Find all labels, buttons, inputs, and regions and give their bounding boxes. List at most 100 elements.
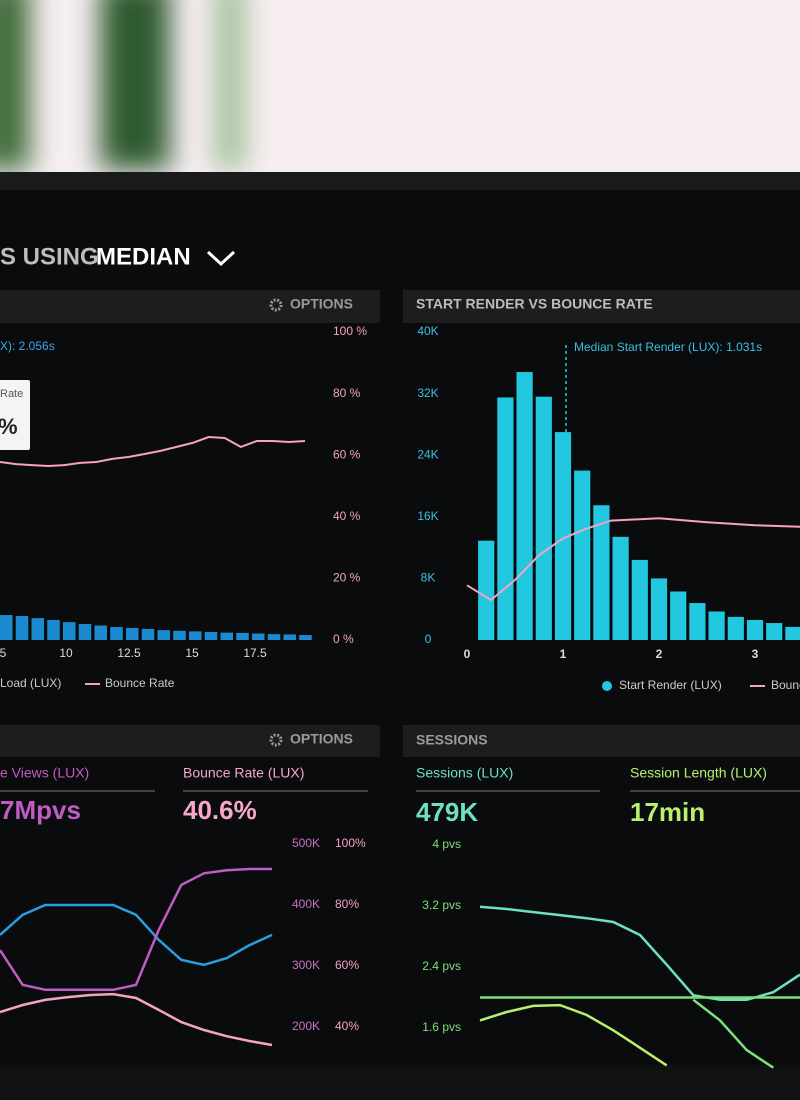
y-tick-label: 8K — [421, 571, 436, 585]
bar — [47, 619, 60, 640]
bar — [78, 623, 92, 640]
histogram-bar — [689, 603, 706, 640]
bar — [0, 615, 13, 640]
x-tick-label: 5 — [0, 646, 7, 660]
bar — [220, 632, 233, 640]
legend-label: Bounce Rate — [771, 678, 800, 692]
metric-label: Session Length (LUX) — [630, 765, 767, 781]
y-tick-label: 16K — [417, 509, 438, 523]
panel-header — [403, 725, 800, 757]
line — [466, 517, 800, 602]
x-tick-label: 2 — [656, 647, 663, 661]
histogram-bar — [670, 591, 687, 640]
metric-value: 7Mpvs — [0, 795, 81, 825]
histogram-bar — [727, 616, 744, 640]
panel-title: SESSIONS — [416, 732, 488, 748]
histogram-bar — [554, 432, 572, 640]
histogram-bar — [612, 536, 629, 640]
bar — [236, 632, 249, 640]
y-tick-label: 300K — [292, 958, 320, 972]
y-tick-label: 4 pvs — [432, 837, 461, 851]
bar — [189, 631, 202, 640]
bar — [126, 627, 139, 640]
line — [0, 992, 273, 1047]
y2-tick-label: 100% — [335, 836, 366, 850]
title-emphasis[interactable]: MEDIAN — [96, 243, 191, 270]
histogram-bar — [631, 559, 648, 640]
annotation: Median Start Render (LUX): 1.031s — [574, 340, 762, 354]
options-button[interactable]: OPTIONS — [290, 296, 353, 312]
bar — [94, 625, 107, 640]
histogram-bar — [708, 611, 725, 640]
y-tick-label: 1.6 pvs — [422, 1020, 461, 1034]
tooltip-label: Rate — [0, 388, 23, 400]
histogram-bar — [535, 396, 552, 640]
bar — [15, 615, 29, 640]
bar — [299, 635, 312, 640]
metric-value: 40.6% — [183, 795, 257, 825]
line — [479, 1003, 668, 1067]
legend-swatch — [602, 681, 612, 691]
y-tick-label: 0 % — [333, 632, 354, 646]
metric-label: e Views (LUX) — [0, 765, 89, 781]
line — [0, 903, 273, 967]
panel-title: START RENDER VS BOUNCE RATE — [416, 296, 653, 312]
y-tick-label: 400K — [292, 897, 320, 911]
histogram-bar — [766, 623, 783, 640]
bar — [204, 631, 218, 640]
histogram-bar — [746, 619, 764, 640]
bottom-strip — [0, 1065, 800, 1100]
legend-label: Bounce Rate — [105, 676, 175, 690]
gear-icon[interactable] — [269, 298, 283, 312]
bar — [141, 628, 155, 640]
x-tick-label: 12.5 — [117, 646, 141, 660]
metric-value: 479K — [416, 797, 478, 827]
y-tick-label: 200K — [292, 1019, 320, 1033]
x-tick-label: 10 — [59, 646, 73, 660]
metric-label: Sessions (LUX) — [416, 765, 513, 781]
tooltip — [0, 380, 30, 450]
histogram-bar — [497, 397, 514, 640]
y-tick-label: 80 % — [333, 386, 361, 400]
bar — [283, 634, 296, 640]
y-tick-label: 32K — [417, 386, 438, 400]
histogram-bar — [478, 540, 495, 640]
line — [0, 435, 306, 468]
histogram-bar — [516, 372, 533, 640]
panel-header — [0, 725, 380, 757]
title-prefix: S USING — [0, 243, 99, 270]
y2-tick-label: 60% — [335, 958, 359, 972]
y-tick-label: 2.4 pvs — [422, 959, 461, 973]
y2-tick-label: 40% — [335, 1019, 359, 1033]
x-tick-label: 0 — [464, 647, 471, 661]
histogram-bar — [593, 505, 610, 640]
bar — [252, 633, 265, 640]
y-tick-label: 20 % — [333, 571, 361, 585]
bar — [63, 622, 76, 640]
y-tick-label: 500K — [292, 836, 320, 850]
y-tick-label: 40K — [417, 324, 438, 338]
x-tick-label: 17.5 — [243, 646, 267, 660]
line — [692, 998, 774, 1069]
panel-header — [0, 290, 380, 323]
histogram-bar — [785, 626, 800, 640]
bar — [267, 634, 281, 640]
x-tick-label: 15 — [185, 646, 199, 660]
x-tick-label: 3 — [752, 647, 759, 661]
y2-tick-label: 80% — [335, 897, 359, 911]
dropdown-chevron[interactable] — [206, 250, 236, 267]
y-tick-label: 40 % — [333, 509, 361, 523]
options-button[interactable]: OPTIONS — [290, 731, 353, 747]
histogram-bar — [574, 470, 591, 640]
x-tick-label: 1 — [560, 647, 567, 661]
y-tick-label: 3.2 pvs — [422, 898, 461, 912]
gear-icon[interactable] — [269, 733, 283, 747]
line — [479, 905, 800, 1002]
bar — [157, 630, 170, 640]
bar — [173, 630, 186, 640]
line — [0, 867, 272, 992]
y-tick-label: 24K — [417, 447, 438, 461]
monitor-bezel — [0, 172, 800, 192]
